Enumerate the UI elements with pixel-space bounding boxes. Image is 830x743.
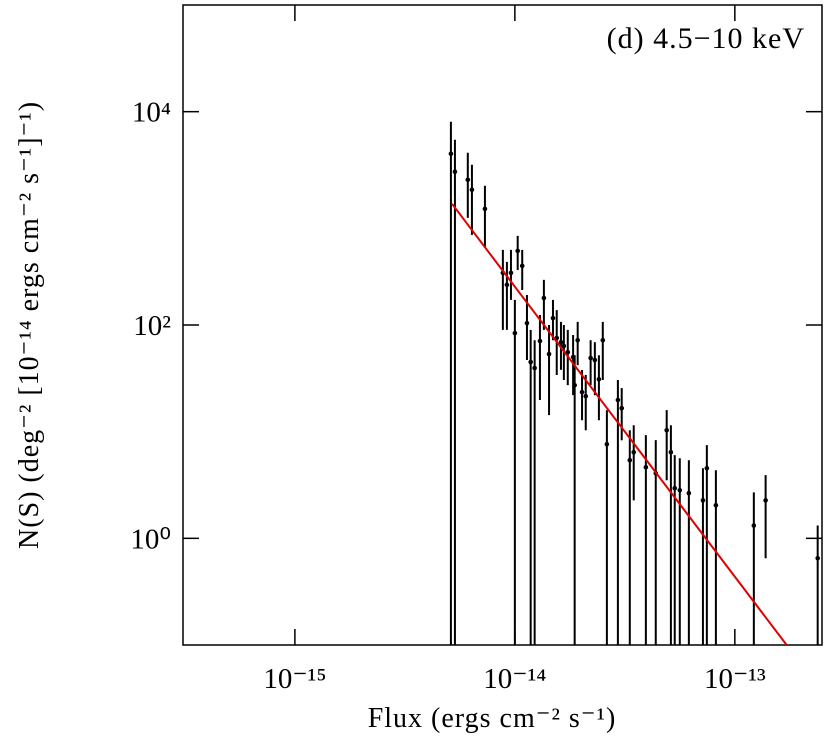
data-point bbox=[519, 263, 525, 269]
y-tick-label: 10⁴ bbox=[132, 97, 171, 129]
data-point bbox=[515, 248, 520, 254]
data-point bbox=[643, 464, 649, 470]
data-point bbox=[700, 498, 706, 503]
data-point bbox=[704, 465, 710, 471]
data-point bbox=[615, 397, 621, 403]
data-point bbox=[448, 151, 454, 157]
data-point bbox=[512, 330, 518, 336]
data-point bbox=[588, 355, 593, 361]
data-point bbox=[668, 449, 674, 455]
data-point bbox=[532, 365, 537, 371]
data-point bbox=[751, 523, 757, 528]
data-point bbox=[541, 295, 547, 301]
annotation: (d) 4.5−10 keV bbox=[607, 22, 805, 55]
data-point bbox=[546, 351, 552, 357]
x-tick-label: 10⁻¹⁴ bbox=[483, 663, 546, 695]
data-point bbox=[596, 376, 602, 382]
data-point bbox=[664, 427, 669, 433]
x-tick-label: 10⁻¹³ bbox=[704, 663, 766, 695]
data-point bbox=[508, 270, 514, 276]
data-point bbox=[713, 503, 719, 508]
plot-area bbox=[448, 121, 820, 645]
data-point bbox=[604, 441, 610, 447]
x-tick-label: 10⁻¹⁵ bbox=[263, 663, 326, 695]
data-point bbox=[572, 382, 577, 388]
data-point bbox=[592, 357, 598, 363]
data-point bbox=[575, 337, 580, 343]
data-point bbox=[482, 206, 488, 212]
data-point bbox=[504, 282, 510, 288]
y-tick-label: 10⁰ bbox=[130, 523, 171, 555]
data-point bbox=[677, 488, 683, 493]
data-point bbox=[524, 320, 530, 326]
y-axis-label: N(S) (deg⁻² [10⁻¹⁴ ergs cm⁻² s⁻¹]⁻¹) bbox=[14, 101, 45, 549]
data-point bbox=[583, 393, 589, 399]
data-point bbox=[528, 359, 533, 365]
data-point bbox=[672, 485, 678, 491]
data-point bbox=[686, 490, 692, 496]
data-point bbox=[619, 405, 625, 411]
data-point bbox=[565, 349, 571, 355]
data-point bbox=[452, 169, 458, 175]
data-point bbox=[600, 337, 606, 343]
y-tick-label: 10² bbox=[133, 310, 171, 342]
data-point bbox=[537, 338, 543, 344]
data-point bbox=[631, 449, 637, 455]
x-axis-label: Flux (ergs cm⁻² s⁻¹) bbox=[368, 703, 617, 734]
data-point bbox=[627, 457, 633, 463]
data-point bbox=[465, 177, 471, 183]
data-point bbox=[815, 555, 820, 561]
data-point bbox=[561, 343, 567, 349]
data-point bbox=[558, 339, 564, 345]
fit-line bbox=[451, 203, 788, 645]
data-point bbox=[763, 498, 768, 503]
data-point bbox=[550, 315, 556, 321]
data-point bbox=[469, 187, 475, 193]
data-point bbox=[579, 389, 585, 395]
